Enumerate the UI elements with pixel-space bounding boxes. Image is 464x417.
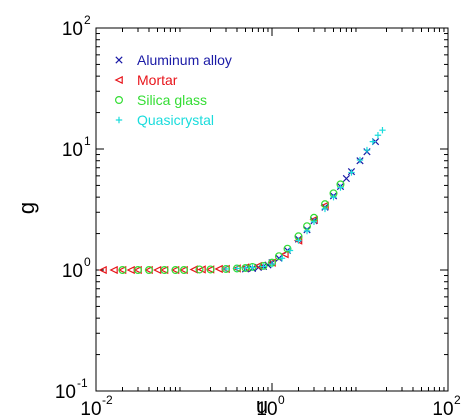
data-point <box>356 156 364 164</box>
y-tick-label: 10 -1 <box>55 376 88 403</box>
data-point <box>126 265 135 275</box>
data-point <box>118 266 127 275</box>
series-quasicrystal <box>222 127 386 273</box>
legend-label: Aluminum alloy <box>137 52 232 68</box>
data-point <box>260 263 267 270</box>
data-point <box>348 169 355 176</box>
legend-entry: Quasicrystal <box>115 112 214 128</box>
data-point <box>330 193 337 201</box>
data-point <box>249 264 256 271</box>
data-point <box>152 265 162 275</box>
data-point <box>278 255 286 262</box>
series-silica-glass <box>118 180 345 275</box>
data-point <box>303 227 311 235</box>
data-point <box>133 266 142 275</box>
data-point <box>189 265 198 274</box>
x-tick-base: 10 <box>80 399 101 417</box>
y-tick-base: 10 <box>62 140 83 161</box>
y-tick-base: 10 <box>62 261 83 282</box>
series-aluminum-alloy <box>241 138 380 273</box>
data-point <box>283 244 292 253</box>
data-point <box>374 132 382 139</box>
legend-marker <box>114 95 123 104</box>
y-axis-label: g <box>14 202 39 214</box>
x-tick-exponent: -2 <box>102 393 113 407</box>
y-tick-exponent: 2 <box>84 13 91 27</box>
x-tick-exponent: 0 <box>278 393 285 407</box>
data-point <box>144 266 153 275</box>
y-tick-base: 10 <box>62 19 83 40</box>
data-point <box>280 250 289 259</box>
data-point <box>268 260 276 268</box>
x-tick-label: 10 2 <box>432 393 461 417</box>
ticks-layer: 10 -2 10 0 10 210 -110 010 110 2 <box>55 13 461 417</box>
x-tick-base: 10 <box>256 399 277 417</box>
data-point <box>310 218 318 226</box>
legend-entry: Silica glass <box>114 92 207 108</box>
legend-entry: Aluminum alloy <box>115 52 232 68</box>
x-tick-exponent: 2 <box>454 393 461 407</box>
data-point <box>221 264 230 273</box>
data-point <box>286 247 294 254</box>
data-point <box>295 237 302 244</box>
series-mortar <box>98 201 329 275</box>
legend-label: Silica glass <box>137 92 207 108</box>
x-tick-base: 10 <box>432 399 453 417</box>
legend-marker <box>115 116 123 124</box>
data-point <box>160 266 169 275</box>
y-tick-label: 10 1 <box>62 134 91 161</box>
y-tick-exponent: -1 <box>77 376 88 390</box>
legend-marker <box>115 56 123 64</box>
data-point <box>206 265 215 274</box>
x-tick-label: 10 0 <box>256 393 285 417</box>
data-point <box>180 266 189 275</box>
y-tick-base: 10 <box>55 382 76 403</box>
legend-label: Mortar <box>137 72 178 88</box>
data-point <box>337 184 344 191</box>
data-point <box>233 265 241 272</box>
legend: Aluminum alloy Mortar Silica glass Quasicry… <box>114 52 232 128</box>
data-point <box>369 138 377 145</box>
data-point <box>195 265 204 274</box>
legend-entry: Mortar <box>114 72 178 88</box>
data-point <box>379 127 386 134</box>
y-tick-exponent: 0 <box>84 255 91 269</box>
data-point <box>222 265 230 273</box>
legend-marker <box>114 75 123 85</box>
points-layer <box>98 127 386 275</box>
data-point <box>342 174 350 183</box>
data-point <box>214 264 223 274</box>
x-tick-label: 10 -2 <box>80 393 113 417</box>
data-point <box>242 264 249 272</box>
data-point <box>363 146 371 154</box>
legend-label: Quasicrystal <box>137 112 214 128</box>
data-point <box>232 264 241 273</box>
x-axis-label: u <box>256 393 268 417</box>
data-point <box>98 265 107 275</box>
data-point <box>109 265 118 275</box>
data-point <box>171 266 180 275</box>
data-point <box>321 205 329 213</box>
y-tick-label: 10 0 <box>62 255 91 282</box>
y-tick-label: 10 2 <box>62 13 91 40</box>
y-tick-exponent: 1 <box>84 134 91 148</box>
